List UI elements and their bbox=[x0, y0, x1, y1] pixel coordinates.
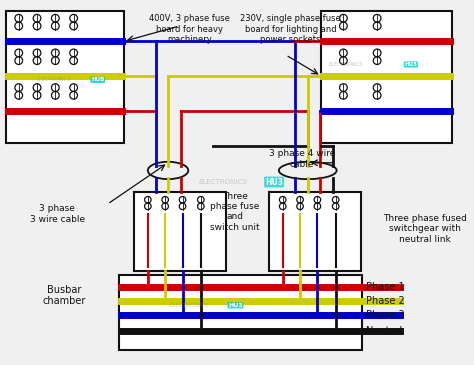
Bar bbox=[6, 11, 124, 143]
Text: HU3: HU3 bbox=[228, 303, 243, 308]
Text: Three phase fused
switchgear with
neutral link: Three phase fused switchgear with neutra… bbox=[383, 214, 467, 243]
Text: HU3: HU3 bbox=[265, 177, 283, 187]
Text: Phase 2: Phase 2 bbox=[365, 296, 404, 306]
Text: Phase 3: Phase 3 bbox=[365, 310, 404, 320]
Text: 3 phase
3 wire cable: 3 phase 3 wire cable bbox=[30, 204, 85, 224]
Text: ELECTRONICS: ELECTRONICS bbox=[170, 303, 209, 308]
Text: Busbar
chamber: Busbar chamber bbox=[42, 285, 86, 307]
Text: HU3: HU3 bbox=[404, 62, 417, 67]
Text: Neutral: Neutral bbox=[365, 326, 402, 336]
Text: 3 phase 4 wire
cable: 3 phase 4 wire cable bbox=[269, 149, 335, 169]
Text: Three
phase fuse
and
switch unit: Three phase fuse and switch unit bbox=[210, 192, 259, 232]
Bar bbox=[134, 192, 226, 271]
Text: 400V, 3 phase fuse
board for heavy
machinery: 400V, 3 phase fuse board for heavy machi… bbox=[149, 14, 230, 44]
Text: ELECTRONICS: ELECTRONICS bbox=[329, 62, 364, 67]
Text: ELECTRONICS: ELECTRONICS bbox=[37, 77, 72, 82]
Text: ELECTRONICS: ELECTRONICS bbox=[199, 179, 247, 185]
Bar bbox=[269, 192, 361, 271]
Text: 230V, single phase fuse
board for lighting and
power sockets: 230V, single phase fuse board for lighti… bbox=[240, 14, 341, 44]
Text: HUB: HUB bbox=[91, 77, 104, 82]
Text: Phase 1: Phase 1 bbox=[365, 282, 404, 292]
Bar bbox=[119, 274, 362, 350]
Bar bbox=[321, 11, 452, 143]
